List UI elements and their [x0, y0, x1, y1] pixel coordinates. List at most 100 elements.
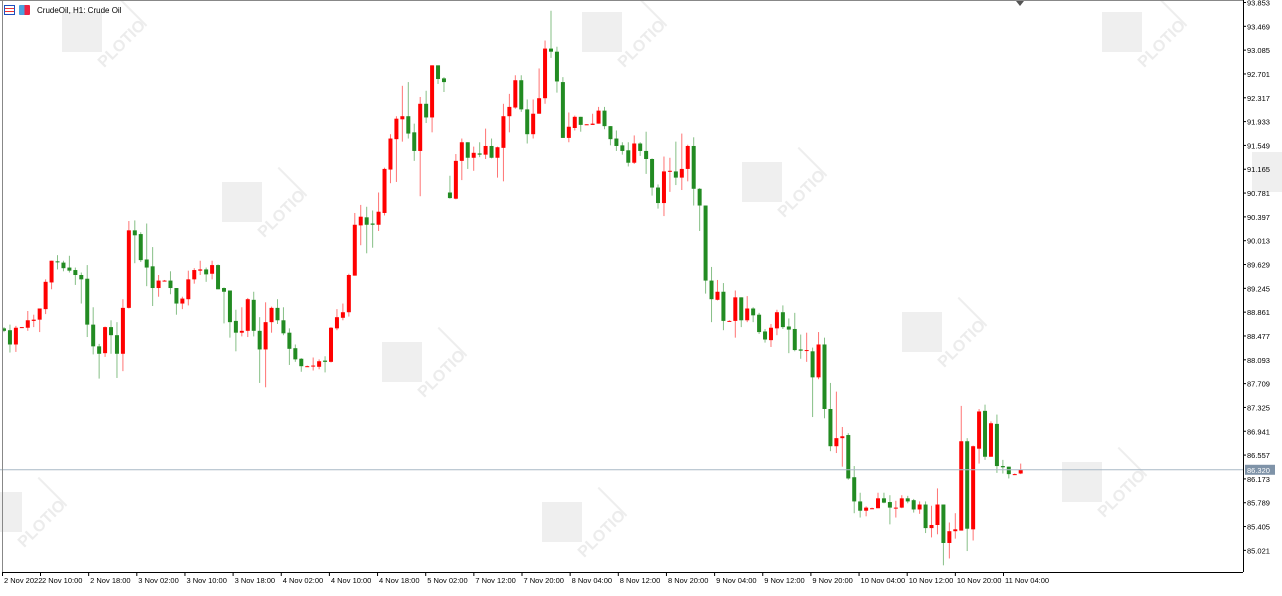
- candle[interactable]: [721, 283, 726, 331]
- candle[interactable]: [834, 391, 839, 454]
- candle[interactable]: [311, 357, 316, 371]
- candle[interactable]: [614, 130, 619, 151]
- candle[interactable]: [626, 142, 631, 167]
- candle[interactable]: [43, 279, 48, 315]
- candle[interactable]: [1018, 463, 1023, 475]
- time-axis[interactable]: 2 Nov 2022 2 Nov 10:00 2 Nov 18:00 3 Nov 02…: [2, 572, 1050, 585]
- candle[interactable]: [138, 232, 143, 262]
- chart-shift-marker-icon[interactable]: [1016, 1, 1024, 6]
- candle[interactable]: [792, 312, 797, 352]
- candle[interactable]: [650, 158, 655, 196]
- candle[interactable]: [61, 260, 66, 272]
- candle[interactable]: [881, 492, 886, 504]
- candle[interactable]: [822, 337, 827, 419]
- candle[interactable]: [632, 135, 637, 164]
- candle[interactable]: [168, 271, 173, 295]
- candle[interactable]: [947, 522, 952, 559]
- candle[interactable]: [810, 347, 815, 418]
- candle[interactable]: [733, 290, 738, 338]
- candle[interactable]: [1012, 473, 1017, 476]
- candle[interactable]: [893, 500, 898, 518]
- candle[interactable]: [876, 492, 881, 509]
- candle[interactable]: [935, 488, 940, 535]
- candle[interactable]: [543, 40, 548, 104]
- candle[interactable]: [281, 307, 286, 336]
- candle[interactable]: [846, 433, 851, 480]
- candle[interactable]: [7, 324, 12, 353]
- candle[interactable]: [198, 260, 203, 276]
- candle[interactable]: [501, 103, 506, 182]
- candle[interactable]: [1000, 459, 1005, 474]
- candle[interactable]: [953, 513, 958, 539]
- candle[interactable]: [715, 279, 720, 301]
- candle[interactable]: [204, 267, 209, 282]
- candle[interactable]: [447, 175, 452, 199]
- candle[interactable]: [548, 10, 553, 58]
- candle[interactable]: [697, 188, 702, 231]
- candle[interactable]: [400, 85, 405, 142]
- candle[interactable]: [786, 318, 791, 354]
- candle[interactable]: [162, 279, 167, 282]
- candle[interactable]: [221, 287, 226, 324]
- candle[interactable]: [370, 210, 375, 248]
- candle[interactable]: [531, 99, 536, 139]
- candle[interactable]: [739, 297, 744, 328]
- candle[interactable]: [596, 106, 601, 124]
- candle[interactable]: [358, 204, 363, 246]
- candle[interactable]: [560, 77, 565, 138]
- candle[interactable]: [959, 405, 964, 531]
- candle[interactable]: [376, 192, 381, 231]
- candle[interactable]: [757, 312, 762, 334]
- candle[interactable]: [525, 99, 530, 144]
- candle[interactable]: [917, 501, 922, 514]
- candle[interactable]: [584, 124, 589, 126]
- candle[interactable]: [352, 212, 357, 276]
- candle[interactable]: [293, 344, 298, 362]
- candle[interactable]: [109, 320, 114, 354]
- candle[interactable]: [608, 126, 613, 146]
- candle[interactable]: [150, 247, 155, 307]
- candle[interactable]: [554, 46, 559, 93]
- candle[interactable]: [679, 133, 684, 191]
- candle[interactable]: [55, 255, 60, 270]
- candle[interactable]: [251, 291, 256, 337]
- candle[interactable]: [346, 273, 351, 317]
- candle[interactable]: [852, 466, 857, 514]
- candle[interactable]: [929, 505, 934, 538]
- candle[interactable]: [329, 327, 334, 363]
- candle[interactable]: [661, 156, 666, 217]
- candle[interactable]: [186, 270, 191, 306]
- candle[interactable]: [239, 307, 244, 337]
- candle[interactable]: [745, 296, 750, 323]
- candle[interactable]: [911, 498, 916, 513]
- candle[interactable]: [489, 138, 494, 159]
- candle[interactable]: [73, 267, 78, 285]
- candle[interactable]: [233, 309, 238, 352]
- candle[interactable]: [477, 142, 482, 158]
- candle[interactable]: [382, 167, 387, 216]
- candle[interactable]: [441, 77, 446, 93]
- candle[interactable]: [471, 146, 476, 171]
- candle[interactable]: [840, 426, 845, 467]
- price-axis[interactable]: 93.853 93.469 93.085 92.701 92.317 91.933 91.5…: [0, 0, 1270, 573]
- candle[interactable]: [2, 327, 6, 333]
- candle[interactable]: [864, 506, 869, 517]
- candle[interactable]: [667, 157, 672, 192]
- candle[interactable]: [751, 307, 756, 323]
- candle[interactable]: [465, 142, 470, 169]
- candle[interactable]: [424, 90, 429, 124]
- candle[interactable]: [180, 296, 185, 310]
- candle[interactable]: [519, 75, 524, 112]
- candle[interactable]: [798, 334, 803, 359]
- candle[interactable]: [495, 146, 500, 178]
- candle[interactable]: [430, 65, 435, 133]
- candle[interactable]: [983, 404, 988, 460]
- candle[interactable]: [870, 507, 875, 510]
- candle[interactable]: [174, 288, 179, 315]
- candle[interactable]: [644, 131, 649, 174]
- candle[interactable]: [263, 302, 268, 388]
- candle[interactable]: [97, 343, 102, 379]
- candle[interactable]: [305, 365, 310, 368]
